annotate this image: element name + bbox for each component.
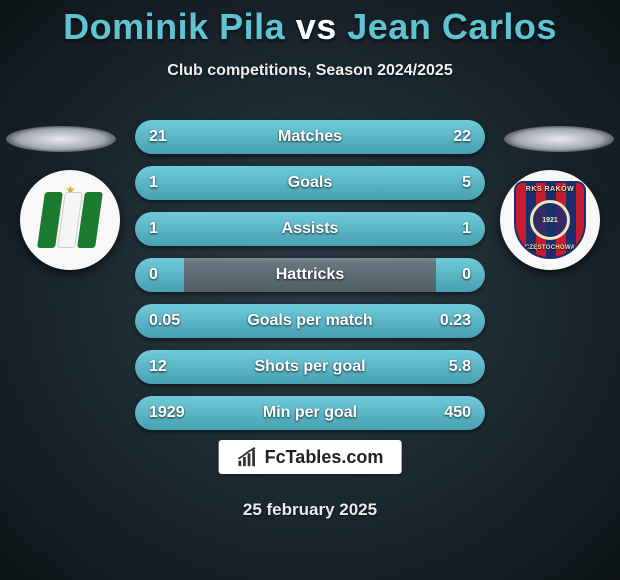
crest-bottom-text: CZĘSTOCHOWA (516, 245, 584, 251)
stat-value-right: 22 (453, 120, 471, 154)
comparison-infographic: Dominik Pila vs Jean Carlos Club competi… (0, 0, 620, 580)
stat-label: Hattricks (135, 258, 485, 292)
stat-label: Shots per goal (135, 350, 485, 384)
stat-row: 1Goals5 (135, 166, 485, 200)
stat-value-right: 1 (462, 212, 471, 246)
team-left-shadow (6, 126, 116, 152)
stat-row: 12Shots per goal5.8 (135, 350, 485, 384)
stat-label: Matches (135, 120, 485, 154)
stat-label: Assists (135, 212, 485, 246)
stat-value-right: 450 (444, 396, 471, 430)
fctables-logo-icon (237, 446, 259, 468)
attribution: FcTables.com (219, 440, 402, 474)
attribution-text: FcTables.com (265, 447, 384, 468)
stat-value-right: 5 (462, 166, 471, 200)
crest-ring-year: 1921 (530, 200, 570, 240)
vs-separator: vs (296, 6, 337, 47)
stat-row: 21Matches22 (135, 120, 485, 154)
team-right-badge: RKS RAKÓW 1921 CZĘSTOCHOWA (500, 170, 600, 270)
title: Dominik Pila vs Jean Carlos (0, 0, 620, 48)
stat-value-right: 5.8 (449, 350, 471, 384)
player2-name: Jean Carlos (347, 6, 557, 47)
stat-row: 0.05Goals per match0.23 (135, 304, 485, 338)
date-text: 25 february 2025 (0, 500, 620, 520)
team-left-crest: ★ (35, 185, 105, 255)
stat-label: Goals per match (135, 304, 485, 338)
team-right-crest: RKS RAKÓW 1921 CZĘSTOCHOWA (514, 181, 586, 259)
stat-value-right: 0.23 (440, 304, 471, 338)
team-left-badge: ★ (20, 170, 120, 270)
crest-top-text: RKS RAKÓW (516, 186, 584, 193)
stat-label: Min per goal (135, 396, 485, 430)
stat-row: 0Hattricks0 (135, 258, 485, 292)
stat-label: Goals (135, 166, 485, 200)
stat-rows: 21Matches221Goals51Assists10Hattricks00.… (135, 120, 485, 442)
stat-row: 1Assists1 (135, 212, 485, 246)
stat-value-right: 0 (462, 258, 471, 292)
stat-row: 1929Min per goal450 (135, 396, 485, 430)
team-right-shadow (504, 126, 614, 152)
subtitle: Club competitions, Season 2024/2025 (0, 62, 620, 80)
player1-name: Dominik Pila (63, 6, 285, 47)
